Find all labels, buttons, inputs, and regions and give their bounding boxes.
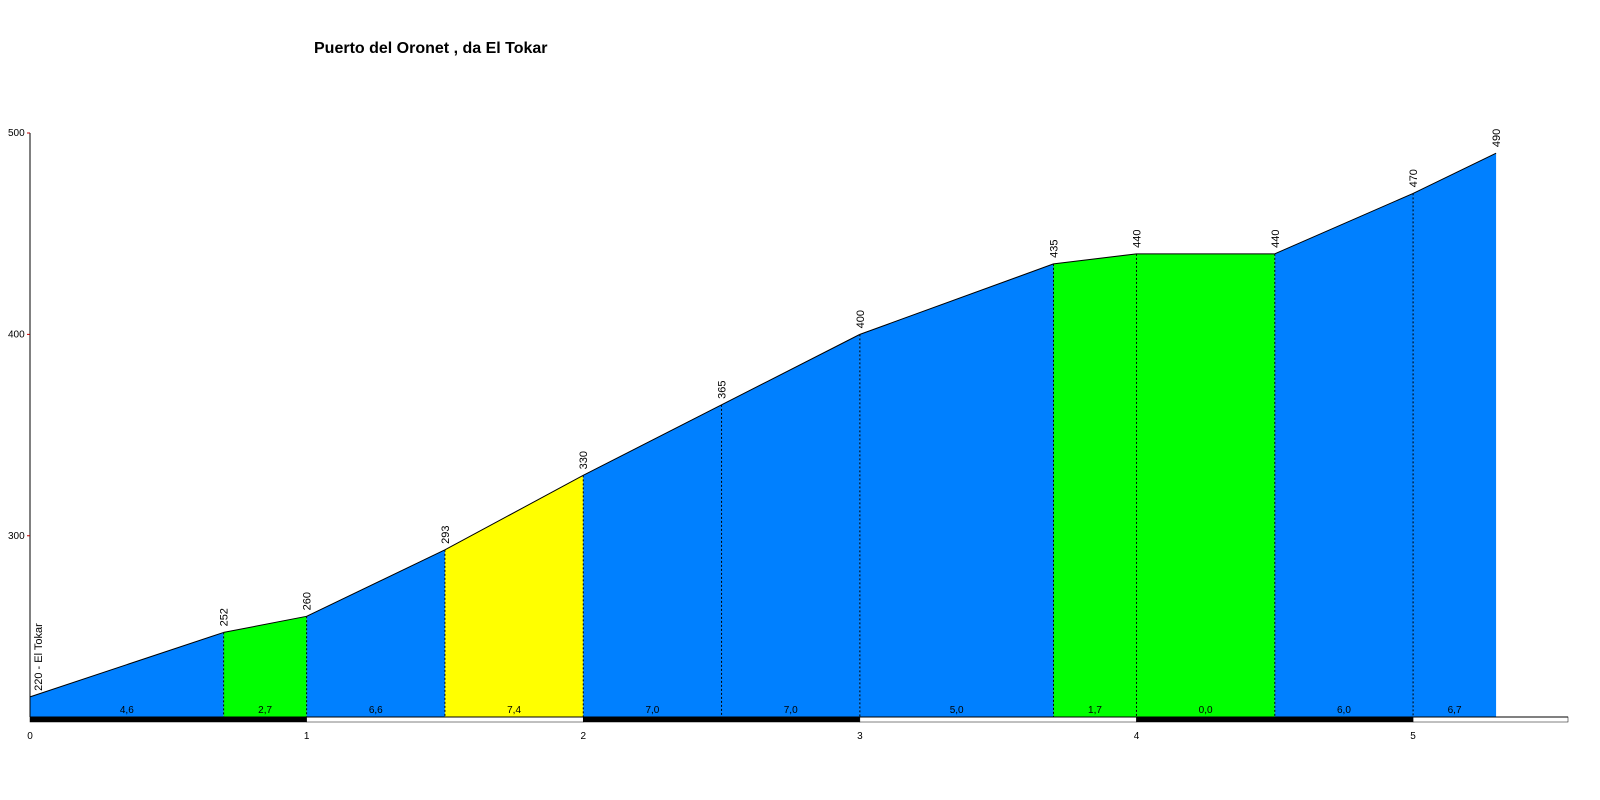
point-label: 440 <box>1131 229 1143 247</box>
profile-edge <box>583 404 722 476</box>
profile-edge <box>1053 253 1137 265</box>
segment-grade-label: 0,0 <box>1199 705 1213 716</box>
y-tick-label: 400 <box>8 329 25 340</box>
x-tick-label: 2 <box>580 731 586 742</box>
segment-grade-label: 6,0 <box>1337 705 1351 716</box>
profile-edge <box>306 549 446 617</box>
profile-segment <box>30 632 224 717</box>
profile-edge <box>444 474 584 551</box>
point-label: 293 <box>440 525 452 543</box>
y-tick-label: 300 <box>8 531 25 542</box>
segment-grade-label: 7,0 <box>645 705 659 716</box>
km-bar <box>859 716 1137 723</box>
segment-grade-label: 7,4 <box>507 705 521 716</box>
profile-segment <box>859 263 1054 717</box>
profile-segment <box>444 475 584 717</box>
profile-segment <box>1136 253 1275 718</box>
km-bar <box>582 716 861 723</box>
point-label: 440 <box>1270 229 1282 247</box>
profile-segment <box>721 334 860 717</box>
km-bar <box>29 716 307 723</box>
km-bar <box>306 716 584 723</box>
segment-grade-label: 1,7 <box>1088 705 1102 716</box>
segment-grade-label: 4,6 <box>120 705 134 716</box>
profile-edge <box>223 615 307 633</box>
point-label: 330 <box>578 451 590 469</box>
profile-segment <box>1274 193 1414 717</box>
x-tick-label: 5 <box>1410 731 1416 742</box>
profile-edge <box>721 333 861 406</box>
segment-grade-label: 6,6 <box>369 705 383 716</box>
profile-segment <box>1413 153 1497 717</box>
profile-edge <box>1274 192 1414 255</box>
x-tick-label: 4 <box>1134 731 1140 742</box>
x-tick-label: 3 <box>857 731 863 742</box>
point-label: 365 <box>717 381 729 399</box>
chart-title: Puerto del Oronet , da El Tokar <box>314 40 548 57</box>
x-tick-label: 0 <box>27 731 33 742</box>
profile-segment <box>223 616 307 717</box>
profile-segment <box>583 404 722 717</box>
profile-edge <box>29 631 224 698</box>
point-label: 260 <box>302 592 314 610</box>
segment-grade-label: 6,7 <box>1448 705 1462 716</box>
point-label: 435 <box>1048 240 1060 258</box>
x-tick-label: 1 <box>304 731 310 742</box>
segment-grade-label: 2,7 <box>258 705 272 716</box>
km-bar <box>1136 716 1414 723</box>
point-label: 252 <box>219 608 231 626</box>
profile-segment <box>306 549 445 717</box>
y-tick-label: 500 <box>8 128 25 139</box>
profile-edge <box>1412 152 1497 194</box>
profile-edge <box>859 263 1054 335</box>
point-label: 470 <box>1408 169 1420 187</box>
km-bar <box>1412 716 1569 723</box>
segment-grade-label: 7,0 <box>784 705 798 716</box>
point-label: 490 <box>1491 129 1503 147</box>
segment-grade-label: 5,0 <box>950 705 964 716</box>
profile-segment <box>1053 253 1137 718</box>
point-label: 220 - El Tokar <box>33 623 45 691</box>
point-label: 400 <box>855 310 867 328</box>
